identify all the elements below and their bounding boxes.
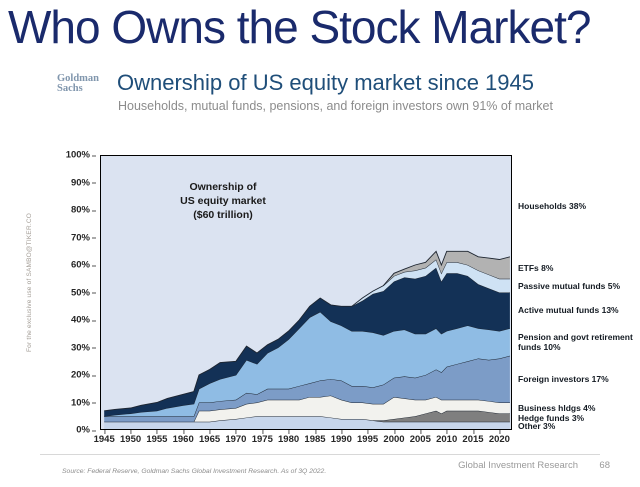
series-label-active-mutual-funds: Active mutual funds 13% bbox=[518, 305, 619, 316]
footer-divider bbox=[40, 454, 600, 455]
y-tick-40: 40% bbox=[70, 314, 97, 326]
y-tick-30: 30% bbox=[70, 342, 97, 353]
footer-department: Global Investment Research bbox=[458, 460, 578, 471]
outline-etfs bbox=[383, 250, 511, 286]
series-label-households: Households 38% bbox=[518, 200, 587, 211]
chart-subheading: Households, mutual funds, pensions, and … bbox=[118, 99, 553, 113]
x-tick-2005: 2005 bbox=[409, 430, 431, 445]
annotation-line-3: ($60 trillion) bbox=[193, 208, 253, 221]
y-tick-0: 0% bbox=[76, 424, 96, 436]
area-pension-govt-retirement-funds bbox=[104, 311, 510, 417]
series-label-passive-mutual-funds: Passive mutual funds 5% bbox=[518, 280, 621, 291]
logo-line-1: Goldman bbox=[57, 73, 100, 84]
goldman-sachs-logo: Goldman Sachs bbox=[57, 73, 100, 94]
series-label-etfs: ETFs 8% bbox=[518, 262, 554, 273]
y-tick-60: 60% bbox=[70, 259, 97, 271]
x-tick-1980: 1980 bbox=[278, 430, 300, 445]
x-tick-2000: 2000 bbox=[383, 430, 405, 445]
annotation-line-1: Ownership of bbox=[189, 181, 257, 193]
area-hedge-funds bbox=[104, 410, 510, 422]
x-tick-2010: 2010 bbox=[436, 430, 458, 445]
y-tick-70: 70% bbox=[70, 232, 97, 243]
series-label-foreign-investors: Foreign investors 17% bbox=[518, 374, 609, 384]
y-tick-90: 90% bbox=[70, 177, 97, 188]
exclusive-use-watermark: For the exclusive use of SAMBO@TIKER.CO bbox=[26, 212, 33, 352]
chart-annotation: Ownership of US equity market ($60 trill… bbox=[180, 181, 266, 223]
x-tick-1975: 1975 bbox=[251, 430, 273, 445]
area-business-hldgs bbox=[104, 395, 510, 422]
area-active-mutual-funds bbox=[104, 267, 510, 417]
plot-border bbox=[100, 155, 512, 430]
annotation-line-2: US equity market bbox=[180, 194, 266, 207]
stacked-area-chart bbox=[100, 155, 512, 430]
chart-heading: Ownership of US equity market since 1945 bbox=[117, 70, 534, 95]
y-tick-10: 10% bbox=[70, 397, 97, 408]
chart-canvas bbox=[100, 155, 512, 430]
y-tick-100: 100% bbox=[65, 149, 97, 161]
x-tick-1995: 1995 bbox=[357, 430, 379, 445]
x-axis: 1945 1950 1955 1960 1965 1970 1975 1980 1985 1990… bbox=[94, 430, 512, 446]
y-tick-80: 80% bbox=[70, 204, 97, 216]
series-label-pension-govt-retirement-funds: Pension and govt retirement funds 10% bbox=[518, 331, 633, 352]
x-tick-1950: 1950 bbox=[120, 430, 142, 445]
area-passive-mutual-funds bbox=[104, 259, 510, 411]
page-title: Who Owns the Stock Market? bbox=[8, 1, 591, 53]
series-label-hedge-funds: Hedge funds 3% bbox=[518, 412, 585, 423]
series-label-other: Other 3% bbox=[518, 420, 556, 431]
x-tick-1955: 1955 bbox=[146, 430, 168, 445]
page-number: 68 bbox=[599, 460, 610, 471]
y-axis: 0% 10% 20% 30% 40% 50% 60% 70% 80% 90% 100% bbox=[58, 150, 97, 436]
series-labels: Other 3% Hedge funds 3% Business hldgs 4% F… bbox=[518, 155, 636, 431]
x-tick-2015: 2015 bbox=[462, 430, 484, 445]
x-tick-1985: 1985 bbox=[304, 430, 326, 445]
y-tick-20: 20% bbox=[70, 369, 97, 381]
area-other bbox=[104, 416, 510, 430]
x-tick-1945: 1945 bbox=[93, 430, 115, 445]
series-label-business-hldgs: Business hldgs 4% bbox=[518, 402, 596, 413]
x-tick-1960: 1960 bbox=[172, 430, 194, 445]
logo-line-2: Sachs bbox=[57, 82, 83, 94]
x-tick-1970: 1970 bbox=[225, 430, 247, 445]
area-foreign-investors bbox=[104, 355, 510, 422]
y-tick-50: 50% bbox=[70, 287, 97, 298]
x-tick-2020: 2020 bbox=[488, 430, 510, 445]
source-note: Source: Federal Reserve, Goldman Sachs G… bbox=[62, 468, 327, 475]
x-tick-1965: 1965 bbox=[199, 430, 221, 445]
x-tick-1990: 1990 bbox=[330, 430, 352, 445]
